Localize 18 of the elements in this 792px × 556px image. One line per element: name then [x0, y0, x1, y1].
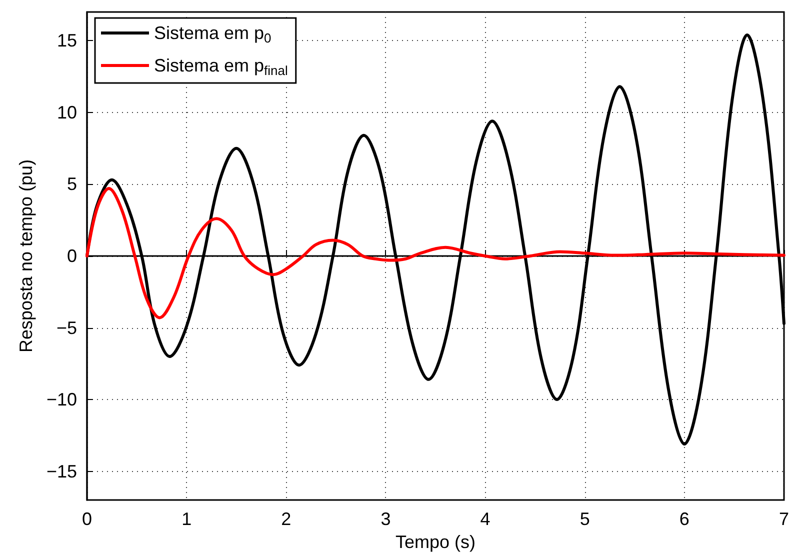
x-tick-label: 4 [480, 509, 490, 529]
x-tick-label: 1 [182, 509, 192, 529]
y-tick-label: −10 [46, 390, 77, 410]
y-tick-label: −15 [46, 461, 77, 482]
x-tick-label: 7 [778, 509, 789, 529]
x-axis-title: Tempo (s) [395, 532, 476, 552]
x-tick-label: 5 [580, 509, 590, 529]
y-tick-label: 15 [56, 30, 77, 51]
y-tick-label: 5 [66, 174, 77, 194]
x-tick-label: 2 [281, 509, 292, 529]
y-axis-title: Resposta no tempo (pu) [16, 159, 36, 353]
x-tick-label: 0 [82, 509, 92, 529]
x-tick-label: 3 [380, 509, 391, 529]
y-tick-label: 10 [56, 102, 77, 122]
line-series [86, 187, 786, 320]
y-tick-label: −5 [56, 318, 77, 338]
y-tick-label: 0 [66, 246, 77, 266]
x-tick-label: 6 [679, 509, 690, 529]
